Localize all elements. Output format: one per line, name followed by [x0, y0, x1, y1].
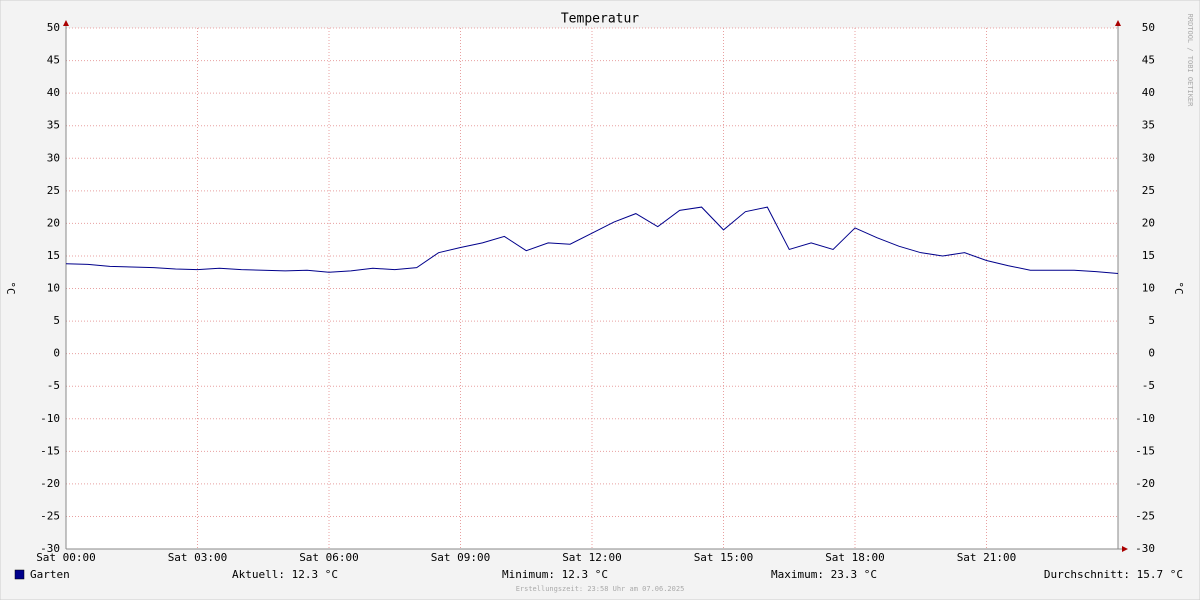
y2-tick-label: 30 [1142, 151, 1155, 164]
y-tick-label: 35 [47, 119, 60, 132]
y2-axis-label: °C [1172, 281, 1185, 294]
y-tick-label: 10 [47, 282, 60, 295]
y-tick-label: -10 [40, 412, 60, 425]
x-tick-label: Sat 09:00 [431, 551, 491, 564]
y2-tick-label: 5 [1148, 314, 1155, 327]
y2-tick-label: 50 [1142, 21, 1155, 34]
y2-tick-label: 0 [1148, 347, 1155, 360]
y-tick-label: -30 [40, 542, 60, 555]
chart-title: Temperatur [561, 12, 639, 27]
y-tick-label: 45 [47, 54, 60, 67]
arrow [1115, 20, 1121, 26]
y-tick-label: -15 [40, 444, 60, 457]
y2-tick-label: -30 [1135, 542, 1155, 555]
y-tick-label: 40 [47, 86, 60, 99]
y-tick-label: 30 [47, 151, 60, 164]
y2-tick-label: 25 [1142, 184, 1155, 197]
x-tick-label: Sat 06:00 [299, 551, 359, 564]
y2-tick-label: 35 [1142, 119, 1155, 132]
watermark: RRDTOOL / TOBI OETIKER [1186, 14, 1194, 108]
y2-tick-label: 10 [1142, 282, 1155, 295]
y-tick-label: -25 [40, 509, 60, 522]
stat: Aktuell: 12.3 °C [232, 568, 338, 581]
y2-tick-label: -20 [1135, 477, 1155, 490]
y2-tick-label: -5 [1142, 379, 1155, 392]
x-tick-label: Sat 03:00 [168, 551, 228, 564]
y2-tick-label: -15 [1135, 444, 1155, 457]
stat: Maximum: 23.3 °C [771, 568, 877, 581]
x-tick-label: Sat 15:00 [694, 551, 754, 564]
x-tick-label: Sat 21:00 [957, 551, 1017, 564]
y2-tick-label: 15 [1142, 249, 1155, 262]
footer: Erstellungszeit: 23:58 Uhr am 07.06.2025 [516, 585, 685, 593]
y2-tick-label: -25 [1135, 509, 1155, 522]
y-tick-label: 0 [53, 347, 60, 360]
y-tick-label: -5 [47, 379, 60, 392]
legend-swatch [14, 569, 25, 580]
y-tick-label: 5 [53, 314, 60, 327]
y-axis-label: °C [4, 281, 17, 294]
y2-tick-label: 20 [1142, 216, 1155, 229]
y-tick-label: -20 [40, 477, 60, 490]
stat: Durchschnitt: 15.7 °C [1044, 568, 1183, 581]
line [65, 206, 1119, 275]
y-tick-label: 50 [47, 21, 60, 34]
y2-tick-label: -10 [1135, 412, 1155, 425]
legend-label: Garten [30, 568, 70, 581]
x-tick-label: Sat 00:00 [36, 551, 96, 564]
x-tick-label: Sat 18:00 [825, 551, 885, 564]
y-tick-label: 20 [47, 216, 60, 229]
arrow [1122, 546, 1128, 552]
x-tick-label: Sat 12:00 [562, 551, 622, 564]
y-tick-label: 15 [47, 249, 60, 262]
arrow [63, 20, 69, 26]
y2-tick-label: 45 [1142, 54, 1155, 67]
stat: Minimum: 12.3 °C [502, 568, 608, 581]
y2-tick-label: 40 [1142, 86, 1155, 99]
y-tick-label: 25 [47, 184, 60, 197]
